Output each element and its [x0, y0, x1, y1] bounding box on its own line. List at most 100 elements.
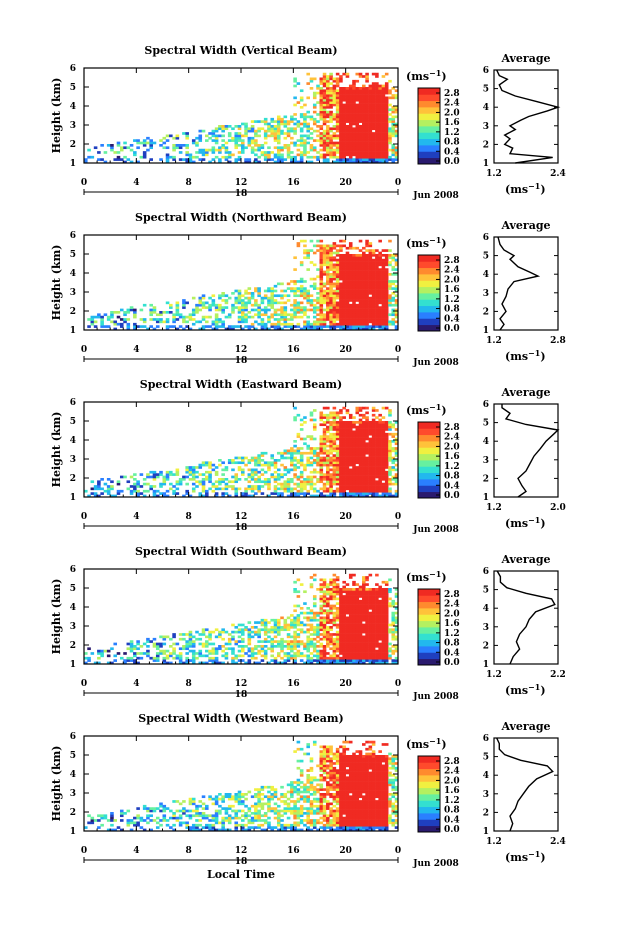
heatmap-cell — [326, 261, 330, 264]
heatmap-cell — [342, 287, 346, 290]
heatmap-cell — [388, 478, 392, 481]
heatmap-cell — [358, 299, 363, 302]
heatmap-cell — [299, 459, 304, 462]
heatmap-cell — [123, 318, 127, 321]
heatmap-cell — [342, 654, 346, 658]
heatmap-cell — [394, 308, 399, 312]
heatmap-cell — [90, 320, 95, 324]
heatmap-cell — [371, 494, 376, 498]
heatmap-cell — [123, 311, 127, 314]
heatmap-cell — [352, 148, 356, 152]
heatmap-cell — [280, 649, 284, 653]
heatmap-cell — [345, 492, 350, 495]
heatmap-cell — [371, 275, 376, 279]
heatmap-cell — [136, 489, 140, 493]
heatmap-cell — [319, 273, 324, 276]
heatmap-cell — [319, 480, 324, 484]
heatmap-cell — [312, 630, 317, 634]
heatmap-cell — [358, 265, 363, 269]
heatmap-cell — [371, 132, 376, 135]
heatmap-cell — [368, 127, 373, 131]
heatmap-cell — [362, 303, 366, 307]
heatmap-cell — [388, 313, 392, 317]
heatmap-cell — [335, 489, 340, 493]
heatmap-cell — [293, 494, 297, 498]
heatmap-cell — [286, 487, 291, 491]
colorbar-tick-label: 2.0 — [444, 275, 460, 285]
heatmap-cell — [100, 158, 104, 161]
heatmap-cell — [381, 151, 386, 154]
heatmap-cell — [116, 322, 121, 326]
heatmap-cell — [326, 311, 330, 314]
heatmap-cell — [175, 642, 180, 646]
heatmap-cell — [332, 89, 337, 93]
heatmap-cell — [280, 318, 284, 321]
heatmap-cell — [100, 315, 104, 319]
heatmap-cell — [352, 146, 356, 150]
heatmap-cell — [293, 280, 297, 283]
heatmap-cell — [231, 139, 235, 142]
heatmap-cell — [332, 482, 337, 486]
average-y-tick-label: 3 — [483, 122, 489, 132]
heatmap-cell — [296, 494, 301, 498]
heatmap-cell — [362, 494, 366, 498]
heatmap-cell — [375, 284, 379, 288]
colorbar-segment — [418, 261, 440, 269]
heatmap-cell — [378, 280, 382, 283]
heatmap-cell — [355, 292, 360, 295]
heatmap-cell — [273, 461, 278, 465]
heatmap-cell — [312, 418, 317, 422]
heatmap-cell — [362, 416, 366, 419]
heatmap-cell — [205, 489, 209, 493]
heatmap-cell — [378, 451, 382, 455]
heatmap-cell — [381, 75, 386, 78]
heatmap-cell — [172, 642, 176, 646]
heatmap-cell — [283, 626, 288, 629]
heatmap-cell — [388, 89, 392, 93]
heatmap-cell — [296, 301, 301, 305]
heatmap-cell — [348, 242, 353, 245]
heatmap-cell — [293, 459, 297, 462]
heatmap-cell — [348, 153, 353, 157]
heatmap-cell — [319, 106, 324, 109]
heatmap-cell — [345, 325, 350, 328]
heatmap-cell — [316, 113, 320, 116]
heatmap-cell — [257, 129, 261, 133]
heatmap-cell — [352, 492, 356, 495]
heatmap-cell — [218, 480, 222, 484]
heatmap-cell — [342, 626, 346, 629]
heatmap-cell — [110, 144, 114, 147]
heatmap-cell — [260, 144, 265, 147]
heatmap-cell — [384, 106, 389, 109]
average-y-tick-label: 1 — [483, 159, 489, 169]
heatmap-cell — [332, 494, 337, 498]
heatmap-cell — [322, 129, 327, 133]
heatmap-cell — [371, 315, 376, 319]
heatmap-cell — [306, 654, 310, 658]
heatmap-cell — [322, 444, 327, 448]
heatmap-cell — [303, 239, 307, 243]
heatmap-cell — [375, 454, 379, 457]
x-tick-label: 8 — [186, 512, 192, 522]
heatmap-cell — [126, 325, 131, 328]
heatmap-cell — [332, 607, 337, 610]
heatmap-cell — [362, 487, 366, 491]
panel-2: Spectral Width (Northward Beam)123456Hei… — [50, 211, 566, 368]
heatmap-cell — [375, 318, 379, 321]
heatmap-cell — [342, 459, 346, 462]
heatmap-cell — [303, 494, 307, 498]
heatmap-cell — [286, 659, 291, 662]
heatmap-cell — [339, 254, 343, 257]
panel-4: Spectral Width (Southward Beam)123456Hei… — [50, 545, 566, 702]
heatmap-cell — [214, 494, 219, 498]
heatmap-cell — [283, 623, 288, 627]
heatmap-cell — [388, 428, 392, 431]
heatmap-cell — [355, 311, 360, 314]
heatmap-cell — [332, 652, 337, 655]
heatmap-cell — [355, 89, 360, 93]
heatmap-cell — [149, 303, 153, 307]
heatmap-cell — [355, 122, 360, 126]
heatmap-cell — [309, 261, 314, 264]
heatmap-cell — [290, 303, 294, 307]
heatmap-cell — [362, 84, 366, 88]
